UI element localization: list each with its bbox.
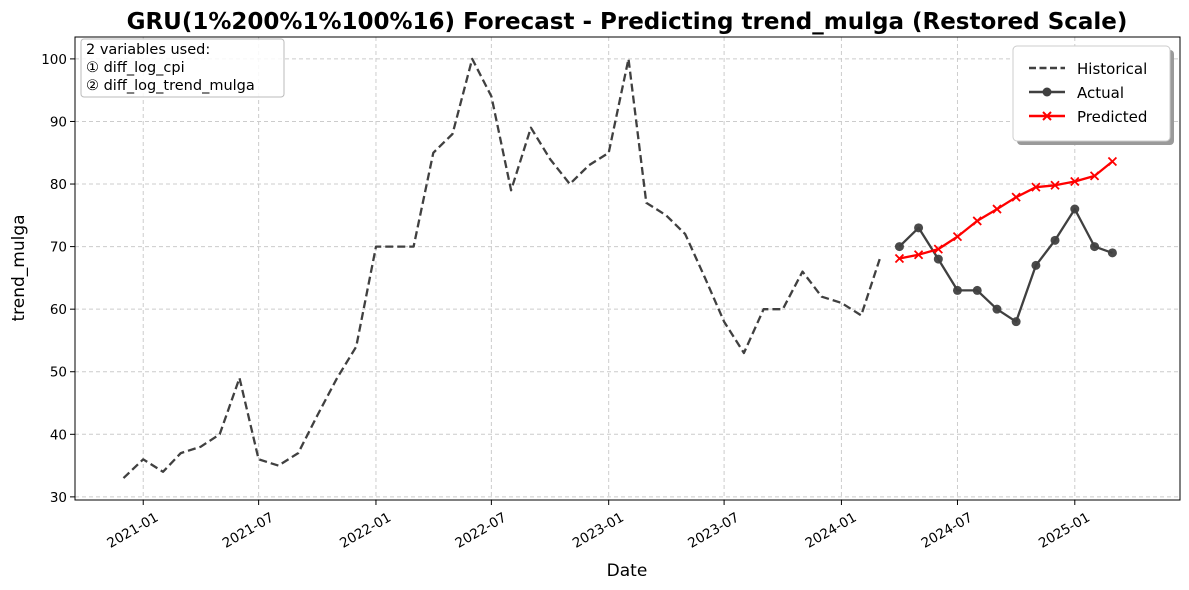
actual-point [1090,242,1100,252]
legend-item-actual: Actual [1029,84,1124,102]
actual-point [1107,248,1117,258]
actual-series-line [898,207,1113,323]
x-tick-label: 2024-01 [803,510,860,552]
predicted-point [992,204,1002,214]
predicted-point [1011,192,1021,202]
actual-point [1031,260,1041,270]
x-tick-label: 2024-07 [919,510,976,552]
series-layer [122,57,1118,479]
predicted-point [894,253,905,264]
predicted-point [972,216,982,226]
x-tick-label: 2022-01 [337,510,394,552]
actual-point [914,223,924,233]
y-tick-label: 60 [50,302,67,318]
y-tick-label: 90 [50,114,67,130]
x-tick-label: 2022-07 [453,510,510,552]
legend-item-predicted: Predicted [1029,108,1147,126]
annotation-line: 2 variables used: [86,42,210,58]
legend-actual-marker [1042,87,1052,97]
annotation-line: ② diff_log_trend_mulga [86,78,255,94]
predicted-point [933,244,943,254]
y-tick-label: 40 [50,427,67,443]
y-axis-label: trend_mulga [9,214,29,321]
actual-point [933,254,943,264]
annotation-line: ① diff_log_cpi [86,60,185,76]
y-axis: 30 40 50 60 70 80 90 100 [41,52,75,506]
actual-point [972,285,982,295]
plot-area [75,37,1180,500]
predicted-point [952,231,963,242]
y-tick-label: 80 [50,177,67,193]
annotation-box [80,38,285,98]
plot-frame [74,36,1181,501]
x-tick-label: 2021-01 [104,510,161,552]
x-axis: 2021-01 2021-07 2022-01 2022-07 2023-01 2023-… [104,500,1093,552]
actual-point [1070,204,1080,214]
y-tick-label: 70 [50,240,67,256]
actual-point [992,304,1002,314]
actual-point [894,242,904,252]
legend-predicted-label: Predicted [1077,108,1147,126]
legend: Historical Actual Predicted [1012,45,1174,145]
legend-predicted-marker [1042,111,1052,121]
predicted-point [913,250,924,260]
predicted-series-line [899,160,1114,260]
legend-historical-label: Historical [1077,60,1147,78]
predicted-point [1031,182,1041,192]
actual-point [1011,317,1021,327]
legend-actual-label: Actual [1077,84,1124,102]
x-tick-label: 2021-07 [220,510,277,552]
variables-annotation: 2 variables used: ① diff_log_cpi ② diff_… [80,38,285,98]
predicted-point [1089,171,1100,181]
x-axis-label: Date [607,561,648,581]
predicted-point [1050,180,1060,190]
actual-point [1050,235,1060,245]
y-tick-label: 50 [50,365,67,381]
x-tick-label: 2023-01 [570,510,627,552]
x-tick-label: 2023-07 [685,510,742,552]
chart-title: GRU(1%200%1%100%16) Forecast - Predictin… [127,9,1128,35]
x-tick-label: 2025-01 [1036,510,1093,552]
legend-item-historical: Historical [1029,60,1147,78]
historical-series-line [122,57,881,479]
y-tick-label: 100 [41,52,67,68]
predicted-point [1070,176,1080,187]
y-tick-label: 30 [50,490,67,506]
actual-point [952,285,962,295]
predicted-point [1107,156,1118,167]
